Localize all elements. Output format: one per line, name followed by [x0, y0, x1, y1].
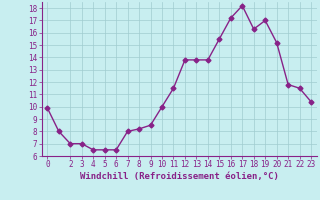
X-axis label: Windchill (Refroidissement éolien,°C): Windchill (Refroidissement éolien,°C)	[80, 172, 279, 181]
